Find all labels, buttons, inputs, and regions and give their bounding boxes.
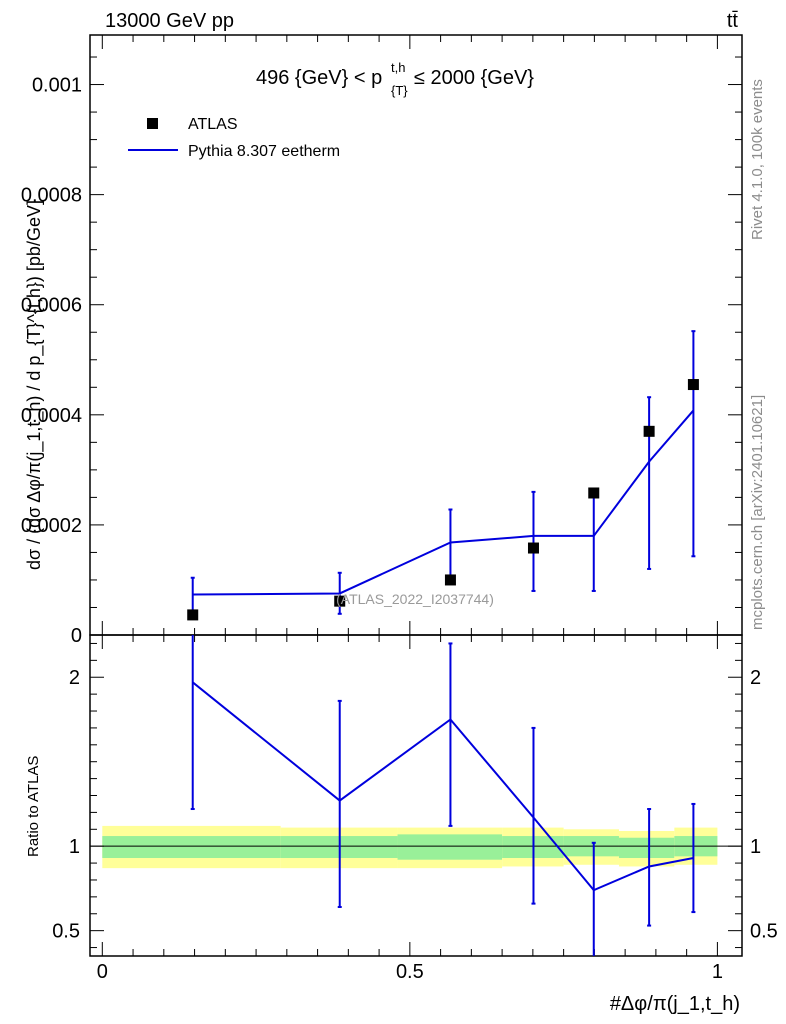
atlas-data-point (687, 379, 699, 391)
atlas-data-point (643, 425, 655, 437)
main-title: 496 {GeV} < p t,h {T} ≤ 2000 {GeV} (256, 60, 534, 98)
ratio-y-tick-label: 0.5 (52, 921, 80, 943)
x-tick-label: 0 (97, 961, 108, 983)
title-part-range-high: ≤ 2000 {GeV} (414, 67, 534, 89)
atlas-data-point (444, 574, 456, 586)
title-sup: t,h (391, 60, 405, 75)
main-panel: 0 0.0002 0.0004 0.0006 0.0008 0.001 (21, 34, 743, 647)
rivet-label: Rivet 4.1.0, 100k events (749, 79, 766, 240)
main-y-tick-label: 0.001 (32, 75, 82, 97)
ratio-band-inner (618, 837, 675, 859)
atlas-data-point (588, 487, 600, 499)
title-sub: {T} (391, 83, 408, 98)
legend-marker-atlas (147, 118, 158, 129)
analysis-watermark: (ATLAS_2022_I2037744) (336, 591, 494, 607)
legend-label-atlas: ATLAS (188, 116, 238, 133)
ratio-y-tick-label: 2 (69, 667, 80, 689)
x-tick-label: 1 (712, 961, 723, 983)
atlas-data-point (334, 595, 346, 607)
legend-label-pythia: Pythia 8.307 eetherm (188, 143, 340, 160)
main-y-tick-label: 0 (71, 625, 82, 647)
header-left: 13000 GeV pp (105, 10, 234, 32)
ratio-band-inner (397, 834, 503, 860)
mc-line (192, 409, 695, 596)
atlas-data-point (187, 609, 199, 621)
ratio-y-axis-label: Ratio to ATLAS (25, 756, 42, 857)
ratio-frame (89, 634, 743, 957)
ratio-y-tick-label: 1 (69, 836, 80, 858)
atlas-data-point (527, 542, 539, 554)
main-y-tick-label: 0.0008 (21, 185, 82, 207)
x-axis-label: #Δφ/π(j_1,t_h) (610, 993, 740, 1015)
main-y-tick-label: 0.0002 (21, 515, 82, 537)
x-tick-label: 0.5 (396, 961, 424, 983)
main-y-tick-label: 0.0006 (21, 295, 82, 317)
ratio-y-tick-label-right: 0.5 (750, 921, 778, 943)
title-part-range-low: 496 {GeV} < p (256, 67, 382, 89)
header-right: tt̄ (727, 10, 739, 32)
ratio-y-tick-label-right: 2 (750, 667, 761, 689)
main-y-tick-label: 0.0004 (21, 405, 82, 427)
ratio-y-tick-label-right: 1 (750, 836, 761, 858)
mcplots-label: mcplots.cern.ch [arXiv:2401.10621] (749, 395, 766, 630)
ratio-panel: 0 0.5 1 0.5 0.5 1 1 2 2 (52, 634, 778, 983)
main-y-axis-label: dσ / (dσ Δφ/π(j_1,t_h) / d p_{T}^{t,h}) … (24, 200, 45, 570)
ratio-band-inner (102, 836, 281, 859)
legend: ATLAS Pythia 8.307 eetherm (128, 116, 340, 160)
